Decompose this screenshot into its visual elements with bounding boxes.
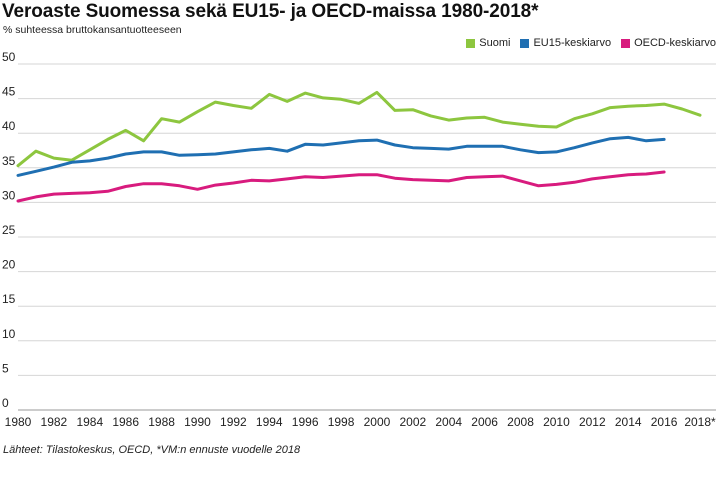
chart-subtitle: % suhteessa bruttokansantuotteeseen (3, 24, 182, 36)
x-tick-label: 2004 (435, 415, 462, 429)
x-tick-label: 2002 (399, 415, 426, 429)
x-tick-label: 1988 (148, 415, 175, 429)
x-axis-tick-labels: 1980 1982 1984 1986 1988 1990 1992 1994 1996 1998… (5, 415, 716, 429)
y-tick-label: 35 (2, 154, 16, 168)
x-tick-label: 1986 (112, 415, 139, 429)
x-tick-label: 2014 (615, 415, 642, 429)
legend-swatch-eu15 (520, 38, 530, 48)
legend-item-suomi: Suomi (466, 37, 510, 49)
series-line-eu15 (16, 135, 666, 177)
x-tick-label: 1996 (292, 415, 319, 429)
x-tick-label: 1994 (256, 415, 283, 429)
y-tick-label: 40 (2, 119, 16, 133)
y-tick-label: 50 (2, 50, 16, 64)
y-tick-label: 25 (2, 223, 16, 237)
x-tick-label: 1990 (184, 415, 211, 429)
series-line-suomi (16, 90, 702, 168)
legend-label-suomi: Suomi (479, 37, 511, 49)
x-tick-label: 2008 (507, 415, 534, 429)
gridlines (18, 63, 716, 411)
x-tick-label: 2010 (543, 415, 570, 429)
series-lines (16, 90, 702, 203)
legend-swatch-oecd (621, 38, 631, 48)
x-tick-label: 2000 (364, 415, 391, 429)
x-tick-label: 2016 (651, 415, 678, 429)
x-tick-label: 1982 (41, 415, 68, 429)
y-tick-label: 0 (2, 396, 9, 410)
chart-title: Veroaste Suomessa sekä EU15- ja OECD-mai… (2, 1, 539, 22)
y-axis-tick-labels: 0 5 10 15 20 25 30 35 40 45 50 (2, 50, 16, 410)
legend-label-oecd: OECD-keskiarvo (634, 37, 716, 49)
legend-label-eu15: EU15-keskiarvo (533, 37, 612, 49)
series-line-oecd (16, 170, 666, 203)
x-tick-label: 2018* (684, 415, 716, 429)
x-tick-label: 1980 (5, 415, 32, 429)
x-tick-label: 1984 (76, 415, 103, 429)
legend-swatch-suomi (466, 38, 476, 48)
x-tick-label: 2012 (579, 415, 606, 429)
y-tick-label: 5 (2, 361, 9, 375)
x-tick-label: 2006 (471, 415, 498, 429)
legend: Suomi EU15-keskiarvo OECD-keskiarvo (466, 37, 716, 49)
legend-item-oecd: OECD-keskiarvo (621, 37, 716, 49)
y-tick-label: 30 (2, 188, 16, 202)
source-note: Lähteet: Tilastokeskus, OECD, *VM:n ennu… (3, 444, 301, 456)
x-tick-label: 1992 (220, 415, 247, 429)
y-tick-label: 10 (2, 327, 16, 341)
y-tick-label: 20 (2, 258, 16, 272)
y-tick-label: 45 (2, 85, 16, 99)
legend-item-eu15: EU15-keskiarvo (520, 37, 611, 49)
x-tick-label: 1998 (328, 415, 355, 429)
y-tick-label: 15 (2, 292, 16, 306)
